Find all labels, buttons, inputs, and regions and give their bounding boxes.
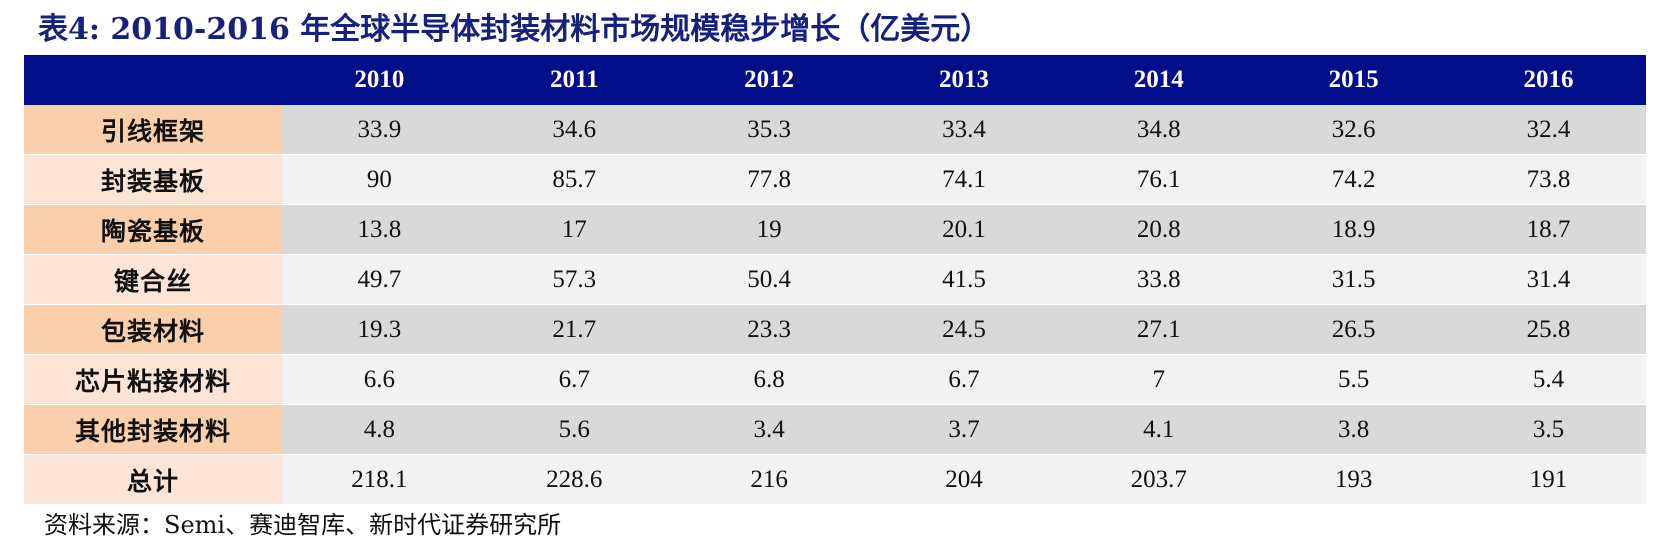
row-label: 引线框架 xyxy=(24,105,282,155)
row-label: 键合丝 xyxy=(24,254,282,305)
table-cell: 13.8 xyxy=(282,204,477,255)
table-cell: 6.6 xyxy=(282,354,477,405)
table-cell: 32.6 xyxy=(1256,105,1452,155)
table-cell: 90 xyxy=(282,154,477,205)
table-cell: 33.4 xyxy=(866,105,1062,155)
header-year-cell: 2011 xyxy=(476,55,672,105)
table-cell: 6.8 xyxy=(671,354,867,405)
header-year-cell: 2014 xyxy=(1061,55,1257,105)
table-cell: 3.4 xyxy=(671,404,867,455)
table-cell: 18.9 xyxy=(1256,204,1452,255)
table-cell: 23.3 xyxy=(671,304,867,355)
table-cell: 33.8 xyxy=(1061,254,1257,305)
table-title: 表4: 2010-2016 年全球半导体封装材料市场规模稳步增长（亿美元） xyxy=(38,12,991,47)
table-cell: 191 xyxy=(1451,454,1646,505)
table-row: 键合丝 49.7 57.3 50.4 41.5 33.8 31.5 31.4 xyxy=(24,254,1646,305)
table-cell: 218.1 xyxy=(282,454,477,505)
row-label: 陶瓷基板 xyxy=(24,204,282,255)
table-cell: 3.7 xyxy=(866,404,1062,455)
header-year-cell: 2015 xyxy=(1256,55,1452,105)
market-size-table: 2010 2011 2012 2013 2014 2015 2016 引线框架 … xyxy=(24,55,1646,505)
table-row: 封装基板 90 85.7 77.8 74.1 76.1 74.2 73.8 xyxy=(24,154,1646,205)
table-cell: 27.1 xyxy=(1061,304,1257,355)
table-cell: 41.5 xyxy=(866,254,1062,305)
table-cell: 5.4 xyxy=(1451,354,1646,405)
table-cell: 32.4 xyxy=(1451,105,1646,155)
row-label: 其他封装材料 xyxy=(24,404,282,455)
table-cell: 26.5 xyxy=(1256,304,1452,355)
table-row: 其他封装材料 4.8 5.6 3.4 3.7 4.1 3.8 3.5 xyxy=(24,404,1646,455)
table-cell: 216 xyxy=(671,454,867,505)
table-row: 陶瓷基板 13.8 17 19 20.1 20.8 18.9 18.7 xyxy=(24,204,1646,255)
table-cell: 74.1 xyxy=(866,154,1062,205)
market-size-table-container: 2010 2011 2012 2013 2014 2015 2016 引线框架 … xyxy=(24,55,1646,505)
table-cell: 4.1 xyxy=(1061,404,1257,455)
header-corner-cell xyxy=(24,55,282,105)
header-year-cell: 2010 xyxy=(282,55,477,105)
table-cell: 35.3 xyxy=(671,105,867,155)
table-cell: 85.7 xyxy=(476,154,672,205)
table-cell: 50.4 xyxy=(671,254,867,305)
table-cell: 3.5 xyxy=(1451,404,1646,455)
table-cell: 17 xyxy=(476,204,672,255)
table-cell: 19.3 xyxy=(282,304,477,355)
header-year-cell: 2012 xyxy=(671,55,867,105)
table-cell: 57.3 xyxy=(476,254,672,305)
table-cell: 193 xyxy=(1256,454,1452,505)
table-cell: 6.7 xyxy=(476,354,672,405)
table-cell: 228.6 xyxy=(476,454,672,505)
table-header-row: 2010 2011 2012 2013 2014 2015 2016 xyxy=(24,55,1646,105)
table-row: 包装材料 19.3 21.7 23.3 24.5 27.1 26.5 25.8 xyxy=(24,304,1646,355)
row-label: 封装基板 xyxy=(24,154,282,205)
table-cell: 31.4 xyxy=(1451,254,1646,305)
table-cell: 20.1 xyxy=(866,204,1062,255)
table-cell: 204 xyxy=(866,454,1062,505)
header-year-cell: 2013 xyxy=(866,55,1062,105)
table-row: 芯片粘接材料 6.6 6.7 6.8 6.7 7 5.5 5.4 xyxy=(24,354,1646,405)
table-cell: 18.7 xyxy=(1451,204,1646,255)
table-cell: 74.2 xyxy=(1256,154,1452,205)
table-cell: 3.8 xyxy=(1256,404,1452,455)
table-cell: 76.1 xyxy=(1061,154,1257,205)
table-cell: 34.8 xyxy=(1061,105,1257,155)
header-year-cell: 2016 xyxy=(1451,55,1646,105)
table-cell: 49.7 xyxy=(282,254,477,305)
table-cell: 203.7 xyxy=(1061,454,1257,505)
table-cell: 34.6 xyxy=(476,105,672,155)
table-cell: 24.5 xyxy=(866,304,1062,355)
table-cell: 31.5 xyxy=(1256,254,1452,305)
row-label: 芯片粘接材料 xyxy=(24,354,282,405)
table-total-row: 总计 218.1 228.6 216 204 203.7 193 191 xyxy=(24,454,1646,505)
table-cell: 20.8 xyxy=(1061,204,1257,255)
table-cell: 77.8 xyxy=(671,154,867,205)
table-cell: 7 xyxy=(1061,354,1257,405)
table-cell: 5.6 xyxy=(476,404,672,455)
table-cell: 25.8 xyxy=(1451,304,1646,355)
table-cell: 19 xyxy=(671,204,867,255)
table-cell: 33.9 xyxy=(282,105,477,155)
source-note: 资料来源：Semi、赛迪智库、新时代证券研究所 xyxy=(44,511,562,539)
table-cell: 5.5 xyxy=(1256,354,1452,405)
table-cell: 6.7 xyxy=(866,354,1062,405)
row-label: 包装材料 xyxy=(24,304,282,355)
table-cell: 73.8 xyxy=(1451,154,1646,205)
table-cell: 21.7 xyxy=(476,304,672,355)
row-label: 总计 xyxy=(24,454,282,505)
table-row: 引线框架 33.9 34.6 35.3 33.4 34.8 32.6 32.4 xyxy=(24,105,1646,155)
table-cell: 4.8 xyxy=(282,404,477,455)
